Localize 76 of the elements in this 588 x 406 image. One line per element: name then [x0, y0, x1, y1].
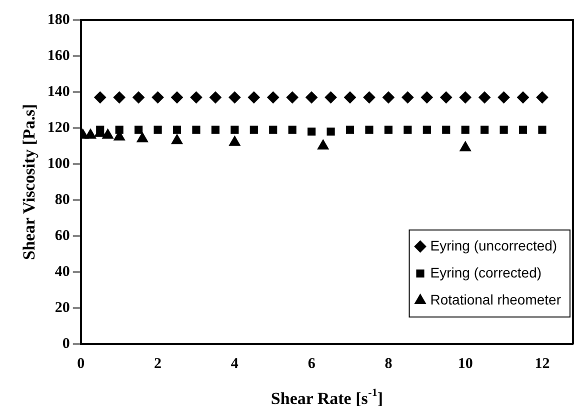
x-tick-label: 6 — [308, 356, 316, 372]
point — [172, 126, 182, 134]
point — [480, 126, 489, 134]
point — [267, 91, 280, 104]
point — [154, 126, 162, 134]
point — [461, 126, 470, 134]
point — [230, 126, 239, 134]
point — [346, 126, 354, 134]
point — [402, 91, 414, 104]
point — [420, 91, 433, 104]
y-tick-label: 40 — [54, 264, 70, 280]
point — [440, 91, 452, 104]
point — [250, 126, 258, 134]
x-tick-label: 2 — [154, 356, 162, 372]
point — [382, 91, 394, 104]
x-tick-label: 4 — [230, 356, 239, 372]
point — [115, 126, 124, 134]
point — [442, 126, 450, 134]
point — [517, 91, 530, 104]
point — [209, 91, 222, 104]
y-tick-label: 180 — [47, 12, 70, 28]
point — [228, 136, 240, 146]
y-tick-label: 0 — [62, 336, 70, 352]
point — [94, 91, 106, 104]
point — [171, 91, 184, 104]
point — [498, 91, 510, 104]
point — [113, 91, 126, 104]
point — [136, 132, 148, 142]
point — [460, 141, 472, 152]
legend-label: Rotational rheometer — [430, 291, 562, 308]
y-tick-label: 120 — [47, 120, 70, 136]
point — [211, 126, 220, 134]
point — [478, 91, 491, 104]
point — [404, 126, 412, 134]
point — [384, 126, 392, 134]
point — [538, 126, 546, 134]
point — [228, 91, 241, 104]
y-tick-label: 60 — [54, 228, 70, 244]
point — [171, 134, 183, 144]
point — [422, 126, 431, 134]
point — [96, 126, 104, 134]
point — [84, 128, 96, 139]
point — [324, 91, 337, 104]
x-tick-label: 0 — [77, 356, 85, 372]
point — [308, 128, 316, 136]
x-tick-label: 8 — [384, 356, 392, 372]
point — [459, 91, 472, 104]
point — [190, 91, 202, 104]
point — [344, 91, 356, 104]
point — [286, 91, 298, 104]
y-tick-label: 160 — [47, 48, 70, 64]
point — [248, 91, 260, 104]
point — [134, 126, 143, 134]
y-tick-label: 20 — [54, 300, 70, 316]
legend-label: Eyring (corrected) — [430, 264, 542, 280]
point — [536, 91, 548, 104]
legend-label: Eyring (uncorrected) — [430, 237, 558, 254]
point — [363, 91, 376, 104]
point — [306, 91, 318, 104]
y-axis-title: Shear Viscosity [Pa.s] — [20, 104, 39, 260]
y-tick-label: 80 — [54, 192, 70, 208]
y-tick-label: 140 — [47, 84, 70, 100]
point — [288, 126, 296, 134]
y-tick-label: 100 — [47, 156, 70, 172]
x-tick-label: 12 — [534, 356, 550, 372]
point — [152, 91, 164, 104]
point — [192, 126, 200, 134]
point — [102, 128, 114, 139]
point — [269, 126, 278, 134]
point — [500, 126, 508, 134]
point — [326, 128, 335, 136]
point — [132, 91, 145, 104]
x-tick-label: 10 — [458, 356, 473, 372]
point — [317, 140, 329, 150]
point — [365, 126, 374, 134]
point — [518, 126, 528, 134]
